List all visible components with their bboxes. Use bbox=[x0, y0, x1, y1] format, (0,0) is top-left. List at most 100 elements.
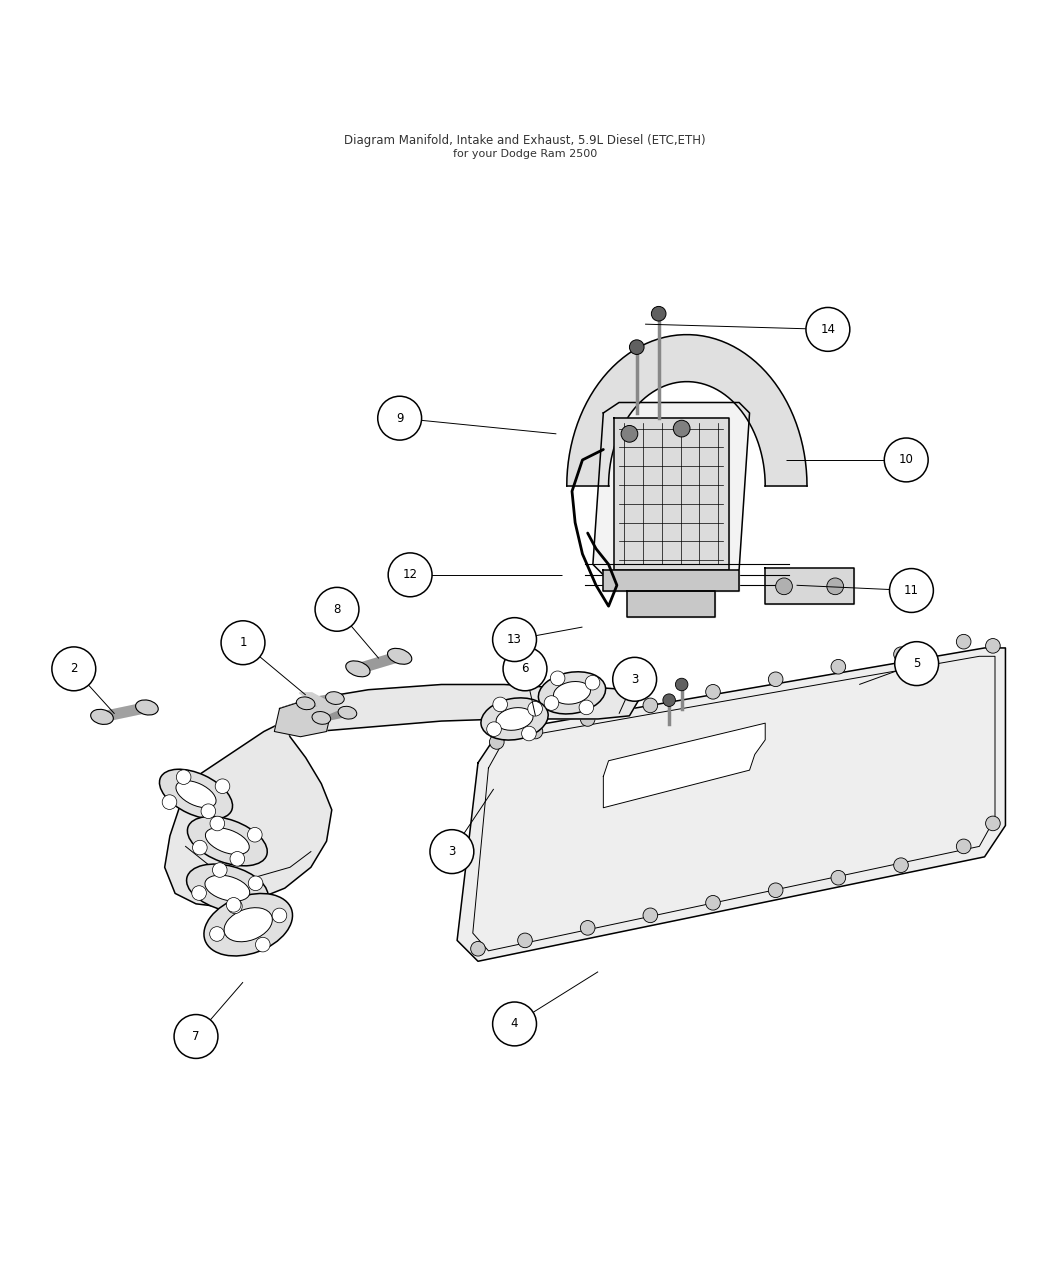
Circle shape bbox=[957, 839, 971, 854]
Text: 7: 7 bbox=[192, 1030, 200, 1043]
Circle shape bbox=[986, 816, 1001, 831]
Ellipse shape bbox=[338, 706, 357, 719]
Circle shape bbox=[643, 699, 657, 713]
Circle shape bbox=[894, 646, 908, 662]
Circle shape bbox=[579, 700, 593, 715]
Circle shape bbox=[769, 884, 783, 898]
Text: 6: 6 bbox=[521, 662, 529, 676]
Text: 3: 3 bbox=[631, 673, 638, 686]
Circle shape bbox=[272, 908, 287, 923]
Circle shape bbox=[315, 588, 359, 631]
Polygon shape bbox=[593, 403, 750, 580]
Circle shape bbox=[894, 858, 908, 872]
Circle shape bbox=[769, 672, 783, 687]
Polygon shape bbox=[765, 567, 854, 604]
Circle shape bbox=[215, 779, 230, 793]
Text: 8: 8 bbox=[333, 603, 340, 616]
Text: 3: 3 bbox=[448, 845, 456, 858]
Ellipse shape bbox=[204, 894, 293, 956]
Text: 4: 4 bbox=[510, 1017, 519, 1030]
Circle shape bbox=[884, 439, 928, 482]
Circle shape bbox=[895, 641, 939, 686]
Polygon shape bbox=[165, 722, 332, 907]
Polygon shape bbox=[614, 418, 729, 570]
Ellipse shape bbox=[135, 700, 159, 715]
Ellipse shape bbox=[312, 711, 331, 724]
Circle shape bbox=[489, 734, 504, 750]
Circle shape bbox=[222, 621, 265, 664]
Circle shape bbox=[174, 1015, 218, 1058]
Circle shape bbox=[192, 840, 207, 856]
Text: 2: 2 bbox=[70, 662, 78, 676]
Text: 14: 14 bbox=[820, 323, 836, 335]
Ellipse shape bbox=[553, 682, 590, 704]
Circle shape bbox=[663, 694, 675, 706]
Circle shape bbox=[528, 724, 543, 738]
Circle shape bbox=[210, 816, 225, 831]
Circle shape bbox=[581, 921, 595, 935]
Circle shape bbox=[550, 671, 565, 686]
Ellipse shape bbox=[345, 660, 370, 677]
Circle shape bbox=[230, 852, 245, 866]
Text: 9: 9 bbox=[396, 412, 403, 425]
Circle shape bbox=[518, 933, 532, 947]
Ellipse shape bbox=[205, 875, 250, 901]
Circle shape bbox=[492, 617, 537, 662]
Circle shape bbox=[212, 863, 227, 877]
Circle shape bbox=[957, 635, 971, 649]
Circle shape bbox=[651, 306, 666, 321]
Polygon shape bbox=[627, 590, 715, 617]
Circle shape bbox=[51, 646, 96, 691]
Circle shape bbox=[706, 895, 720, 910]
Circle shape bbox=[544, 696, 559, 710]
Text: 5: 5 bbox=[914, 657, 921, 671]
Ellipse shape bbox=[296, 697, 315, 710]
Polygon shape bbox=[457, 648, 1006, 961]
Circle shape bbox=[889, 569, 933, 612]
Circle shape bbox=[255, 937, 270, 952]
Ellipse shape bbox=[496, 708, 533, 731]
Circle shape bbox=[528, 701, 543, 717]
Circle shape bbox=[629, 340, 644, 354]
Circle shape bbox=[831, 659, 845, 674]
Ellipse shape bbox=[224, 908, 272, 942]
Circle shape bbox=[248, 876, 262, 891]
Text: 1: 1 bbox=[239, 636, 247, 649]
Ellipse shape bbox=[539, 672, 606, 714]
Ellipse shape bbox=[481, 697, 548, 740]
Text: Diagram Manifold, Intake and Exhaust, 5.9L Diesel (ETC,ETH): Diagram Manifold, Intake and Exhaust, 5.… bbox=[344, 134, 706, 147]
Text: 13: 13 bbox=[507, 634, 522, 646]
Circle shape bbox=[176, 770, 191, 784]
Circle shape bbox=[585, 676, 600, 690]
Ellipse shape bbox=[90, 709, 113, 724]
Circle shape bbox=[581, 711, 595, 727]
Circle shape bbox=[492, 1002, 537, 1046]
Circle shape bbox=[503, 646, 547, 691]
Circle shape bbox=[986, 639, 1001, 653]
Polygon shape bbox=[279, 685, 639, 732]
Ellipse shape bbox=[187, 816, 268, 866]
Circle shape bbox=[831, 871, 845, 885]
Circle shape bbox=[826, 578, 843, 594]
Circle shape bbox=[487, 722, 501, 737]
Circle shape bbox=[613, 658, 656, 701]
Circle shape bbox=[673, 421, 690, 437]
Polygon shape bbox=[567, 334, 807, 486]
Polygon shape bbox=[274, 700, 332, 737]
Circle shape bbox=[643, 908, 657, 923]
Circle shape bbox=[248, 827, 262, 842]
Polygon shape bbox=[299, 692, 341, 714]
Ellipse shape bbox=[160, 769, 232, 819]
Circle shape bbox=[622, 426, 637, 442]
Circle shape bbox=[378, 397, 422, 440]
Circle shape bbox=[675, 678, 688, 691]
Circle shape bbox=[470, 941, 485, 956]
Circle shape bbox=[776, 578, 793, 594]
Circle shape bbox=[227, 898, 240, 912]
Circle shape bbox=[162, 794, 176, 810]
Circle shape bbox=[201, 805, 215, 819]
Ellipse shape bbox=[326, 692, 344, 705]
Ellipse shape bbox=[187, 864, 268, 912]
Polygon shape bbox=[604, 570, 739, 590]
Circle shape bbox=[706, 685, 720, 699]
